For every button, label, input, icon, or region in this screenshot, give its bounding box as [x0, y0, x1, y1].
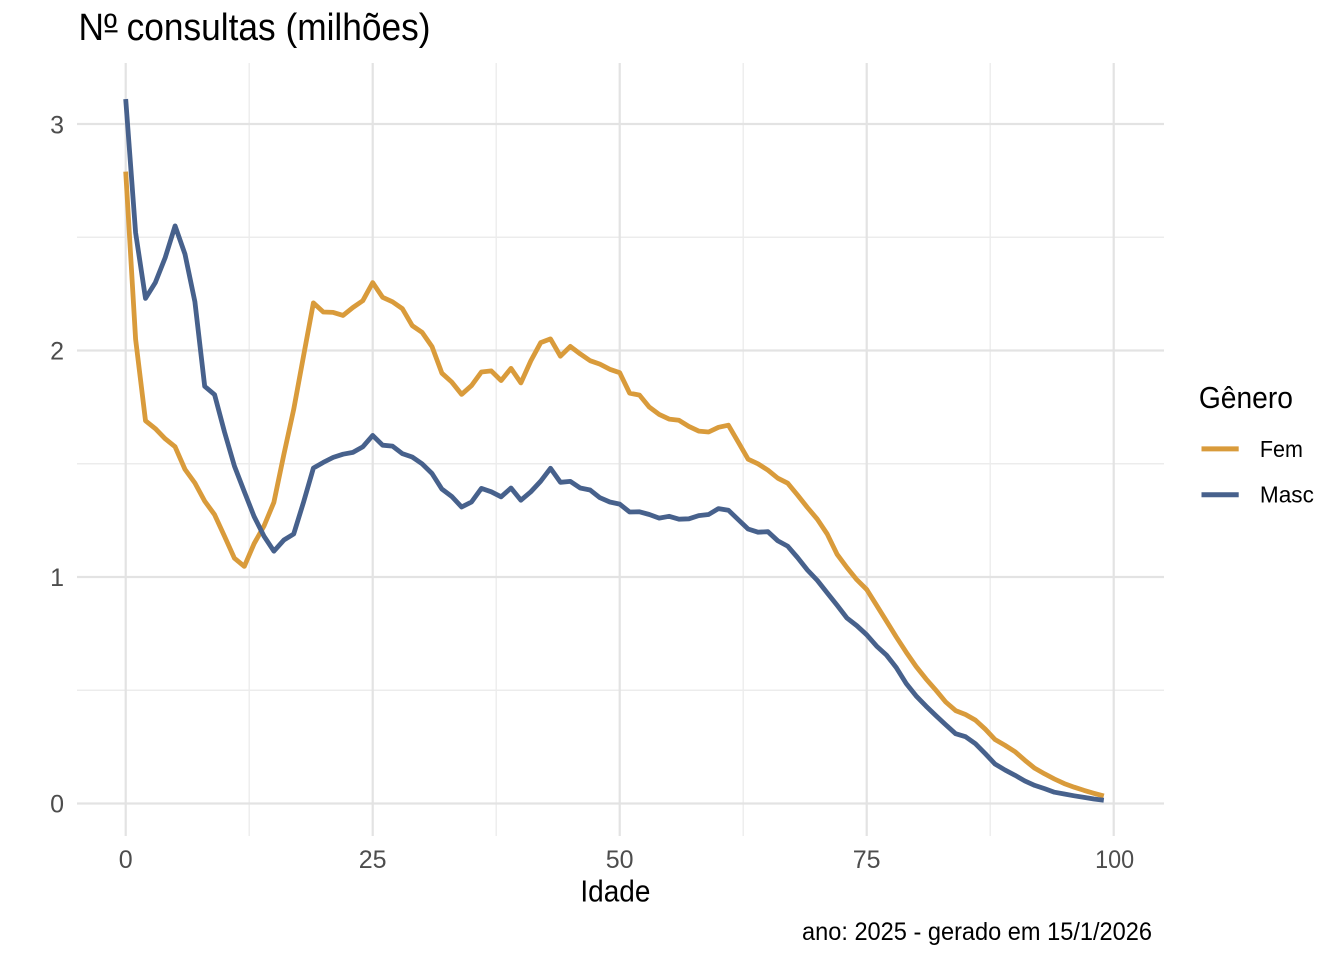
svg-text:Fem: Fem [1260, 436, 1303, 462]
svg-text:0: 0 [50, 791, 64, 819]
svg-text:1: 1 [50, 564, 64, 592]
svg-text:100: 100 [1095, 846, 1134, 874]
svg-text:Nº consultas (milhões): Nº consultas (milhões) [79, 7, 431, 49]
svg-text:Idade: Idade [580, 874, 650, 909]
svg-text:Gênero: Gênero [1199, 381, 1293, 415]
svg-text:3: 3 [50, 112, 64, 140]
svg-text:75: 75 [853, 846, 881, 874]
svg-text:25: 25 [359, 846, 387, 874]
svg-text:50: 50 [606, 846, 634, 874]
svg-text:2: 2 [50, 338, 64, 366]
svg-text:Masc: Masc [1260, 481, 1314, 507]
svg-text:0: 0 [119, 846, 133, 874]
svg-text:ano: 2025 - gerado em 15/1/202: ano: 2025 - gerado em 15/1/2026 [802, 918, 1152, 946]
